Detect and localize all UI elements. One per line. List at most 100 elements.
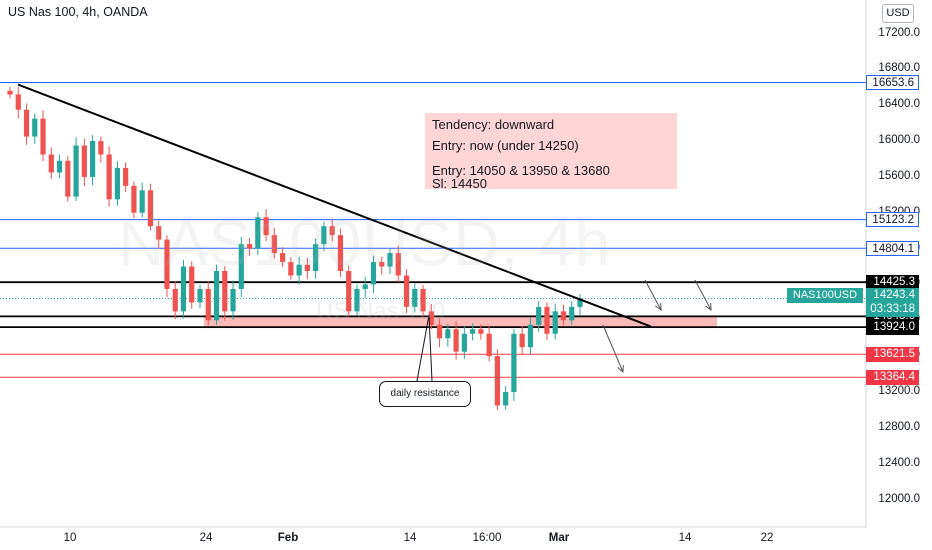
candle-body-8: [73, 145, 79, 197]
time-tick-3: 14: [403, 532, 417, 544]
candle-body-7: [65, 160, 71, 197]
candle-body-22: [189, 266, 195, 303]
candle-body-16: [139, 190, 145, 213]
candle-body-6: [56, 160, 63, 173]
last-price-label: 14243.4 03:33:18: [866, 288, 919, 317]
time-tick-7: 22: [760, 532, 774, 544]
candle-body-39: [329, 226, 335, 236]
candle-body-37: [313, 244, 319, 272]
currency-button[interactable]: USD: [882, 4, 914, 23]
candle-body-49: [412, 288, 418, 307]
level-label-0: 16653.6: [866, 74, 919, 90]
candle-body-23: [197, 288, 203, 303]
candle-body-25: [213, 271, 220, 321]
candle-body-0: [7, 90, 13, 95]
bar-countdown: 03:33:18: [870, 303, 915, 315]
chart-title: US Nas 100, 4h, OANDA: [8, 5, 148, 19]
price-tick-3: 16000.0: [878, 134, 920, 147]
candle-body-29: [246, 244, 253, 249]
candle-body-42: [354, 288, 360, 312]
candle-body-3: [32, 118, 38, 137]
candle-body-62: [519, 333, 525, 348]
note-line-2: Entry: now (under 14250): [432, 138, 579, 153]
candle-body-55: [461, 333, 467, 352]
candle-body-48: [403, 275, 410, 307]
price-tick-11: 12800.0: [878, 420, 920, 433]
candle-body-58: [486, 333, 492, 357]
candle-body-63: [527, 324, 534, 348]
level-label-1: 15123.2: [866, 212, 919, 228]
last-price-value: 14243.4: [873, 289, 915, 301]
candle-body-47: [395, 253, 401, 276]
candle-body-35: [296, 264, 302, 276]
candle-body-52: [436, 324, 443, 339]
projection-arrow-3: [602, 324, 624, 373]
trade-note: Tendency: downward Entry: now (under 142…: [425, 113, 677, 191]
candle-body-56: [470, 329, 476, 334]
level-label-7: 13364.4: [866, 369, 919, 385]
note-line-4: Sl: 14450: [432, 176, 487, 191]
candle-body-30: [255, 217, 261, 249]
projection-arrow-2-head: [705, 302, 712, 312]
candle-body-64: [536, 306, 542, 325]
price-tick-0: 17200.0: [878, 26, 920, 39]
descending-trendline: [17, 83, 652, 328]
candle-body-54: [453, 329, 459, 352]
candle-body-46: [387, 253, 393, 267]
candle-body-12: [106, 154, 112, 200]
candle-body-28: [238, 244, 244, 289]
note-line-3: Entry: 14050 & 13950 & 13680: [432, 163, 610, 178]
candle-body-43: [362, 284, 368, 289]
ticker-symbol-label: NAS100USD: [787, 288, 863, 303]
support-zone: [204, 315, 717, 329]
candle-body-51: [428, 311, 434, 325]
candle-body-5: [48, 154, 54, 173]
candle-body-68: [569, 306, 575, 321]
candle-body-36: [304, 264, 310, 272]
candle-body-50: [420, 288, 426, 312]
time-tick-2: Feb: [277, 532, 299, 544]
candle-body-33: [280, 253, 286, 263]
level-label-5: 13924.0: [866, 319, 919, 335]
candle-body-32: [271, 235, 277, 254]
price-tick-13: 12000.0: [878, 492, 920, 505]
candle-body-21: [180, 266, 187, 312]
candle-body-41: [346, 271, 352, 312]
candle-body-19: [164, 239, 170, 289]
candle-body-69: [577, 298, 583, 307]
candle-body-24: [205, 288, 211, 321]
candle-body-34: [288, 262, 294, 276]
candle-body-27: [230, 288, 236, 312]
time-tick-5: Mar: [548, 532, 570, 544]
time-tick-6: 14: [678, 532, 692, 544]
symbol-watermark: NAS100USD, 4h: [118, 207, 612, 279]
time-tick-1: 24: [199, 532, 213, 544]
price-tick-2: 16400.0: [878, 98, 920, 111]
candle-body-11: [98, 141, 104, 155]
candle-body-31: [263, 217, 269, 236]
callout-pointer-left: [416, 314, 430, 382]
level-label-3: 14425.3: [866, 274, 919, 290]
level-label-2: 14804.1: [866, 240, 919, 256]
projection-arrow-2: [694, 279, 712, 311]
price-tick-12: 12400.0: [878, 456, 920, 469]
level-label-6: 13621.5: [866, 346, 919, 362]
name-watermark: US Nas 100: [316, 298, 446, 325]
candle-body-17: [147, 190, 154, 227]
candle-body-15: [131, 185, 137, 213]
callout-pointer-right: [428, 314, 433, 382]
candle-body-61: [511, 333, 517, 392]
candle-body-66: [552, 311, 558, 334]
note-line-1: Tendency: downward: [432, 117, 555, 132]
candle-body-13: [114, 167, 120, 200]
candle-body-40: [337, 235, 344, 272]
candle-body-18: [156, 226, 162, 240]
candle-body-65: [544, 306, 550, 334]
candle-body-45: [379, 262, 385, 267]
time-tick-0: 10: [63, 532, 77, 544]
candle-body-9: [81, 145, 87, 177]
candle-body-57: [478, 329, 484, 334]
candle-body-53: [445, 329, 451, 339]
candle-body-2: [23, 109, 30, 137]
